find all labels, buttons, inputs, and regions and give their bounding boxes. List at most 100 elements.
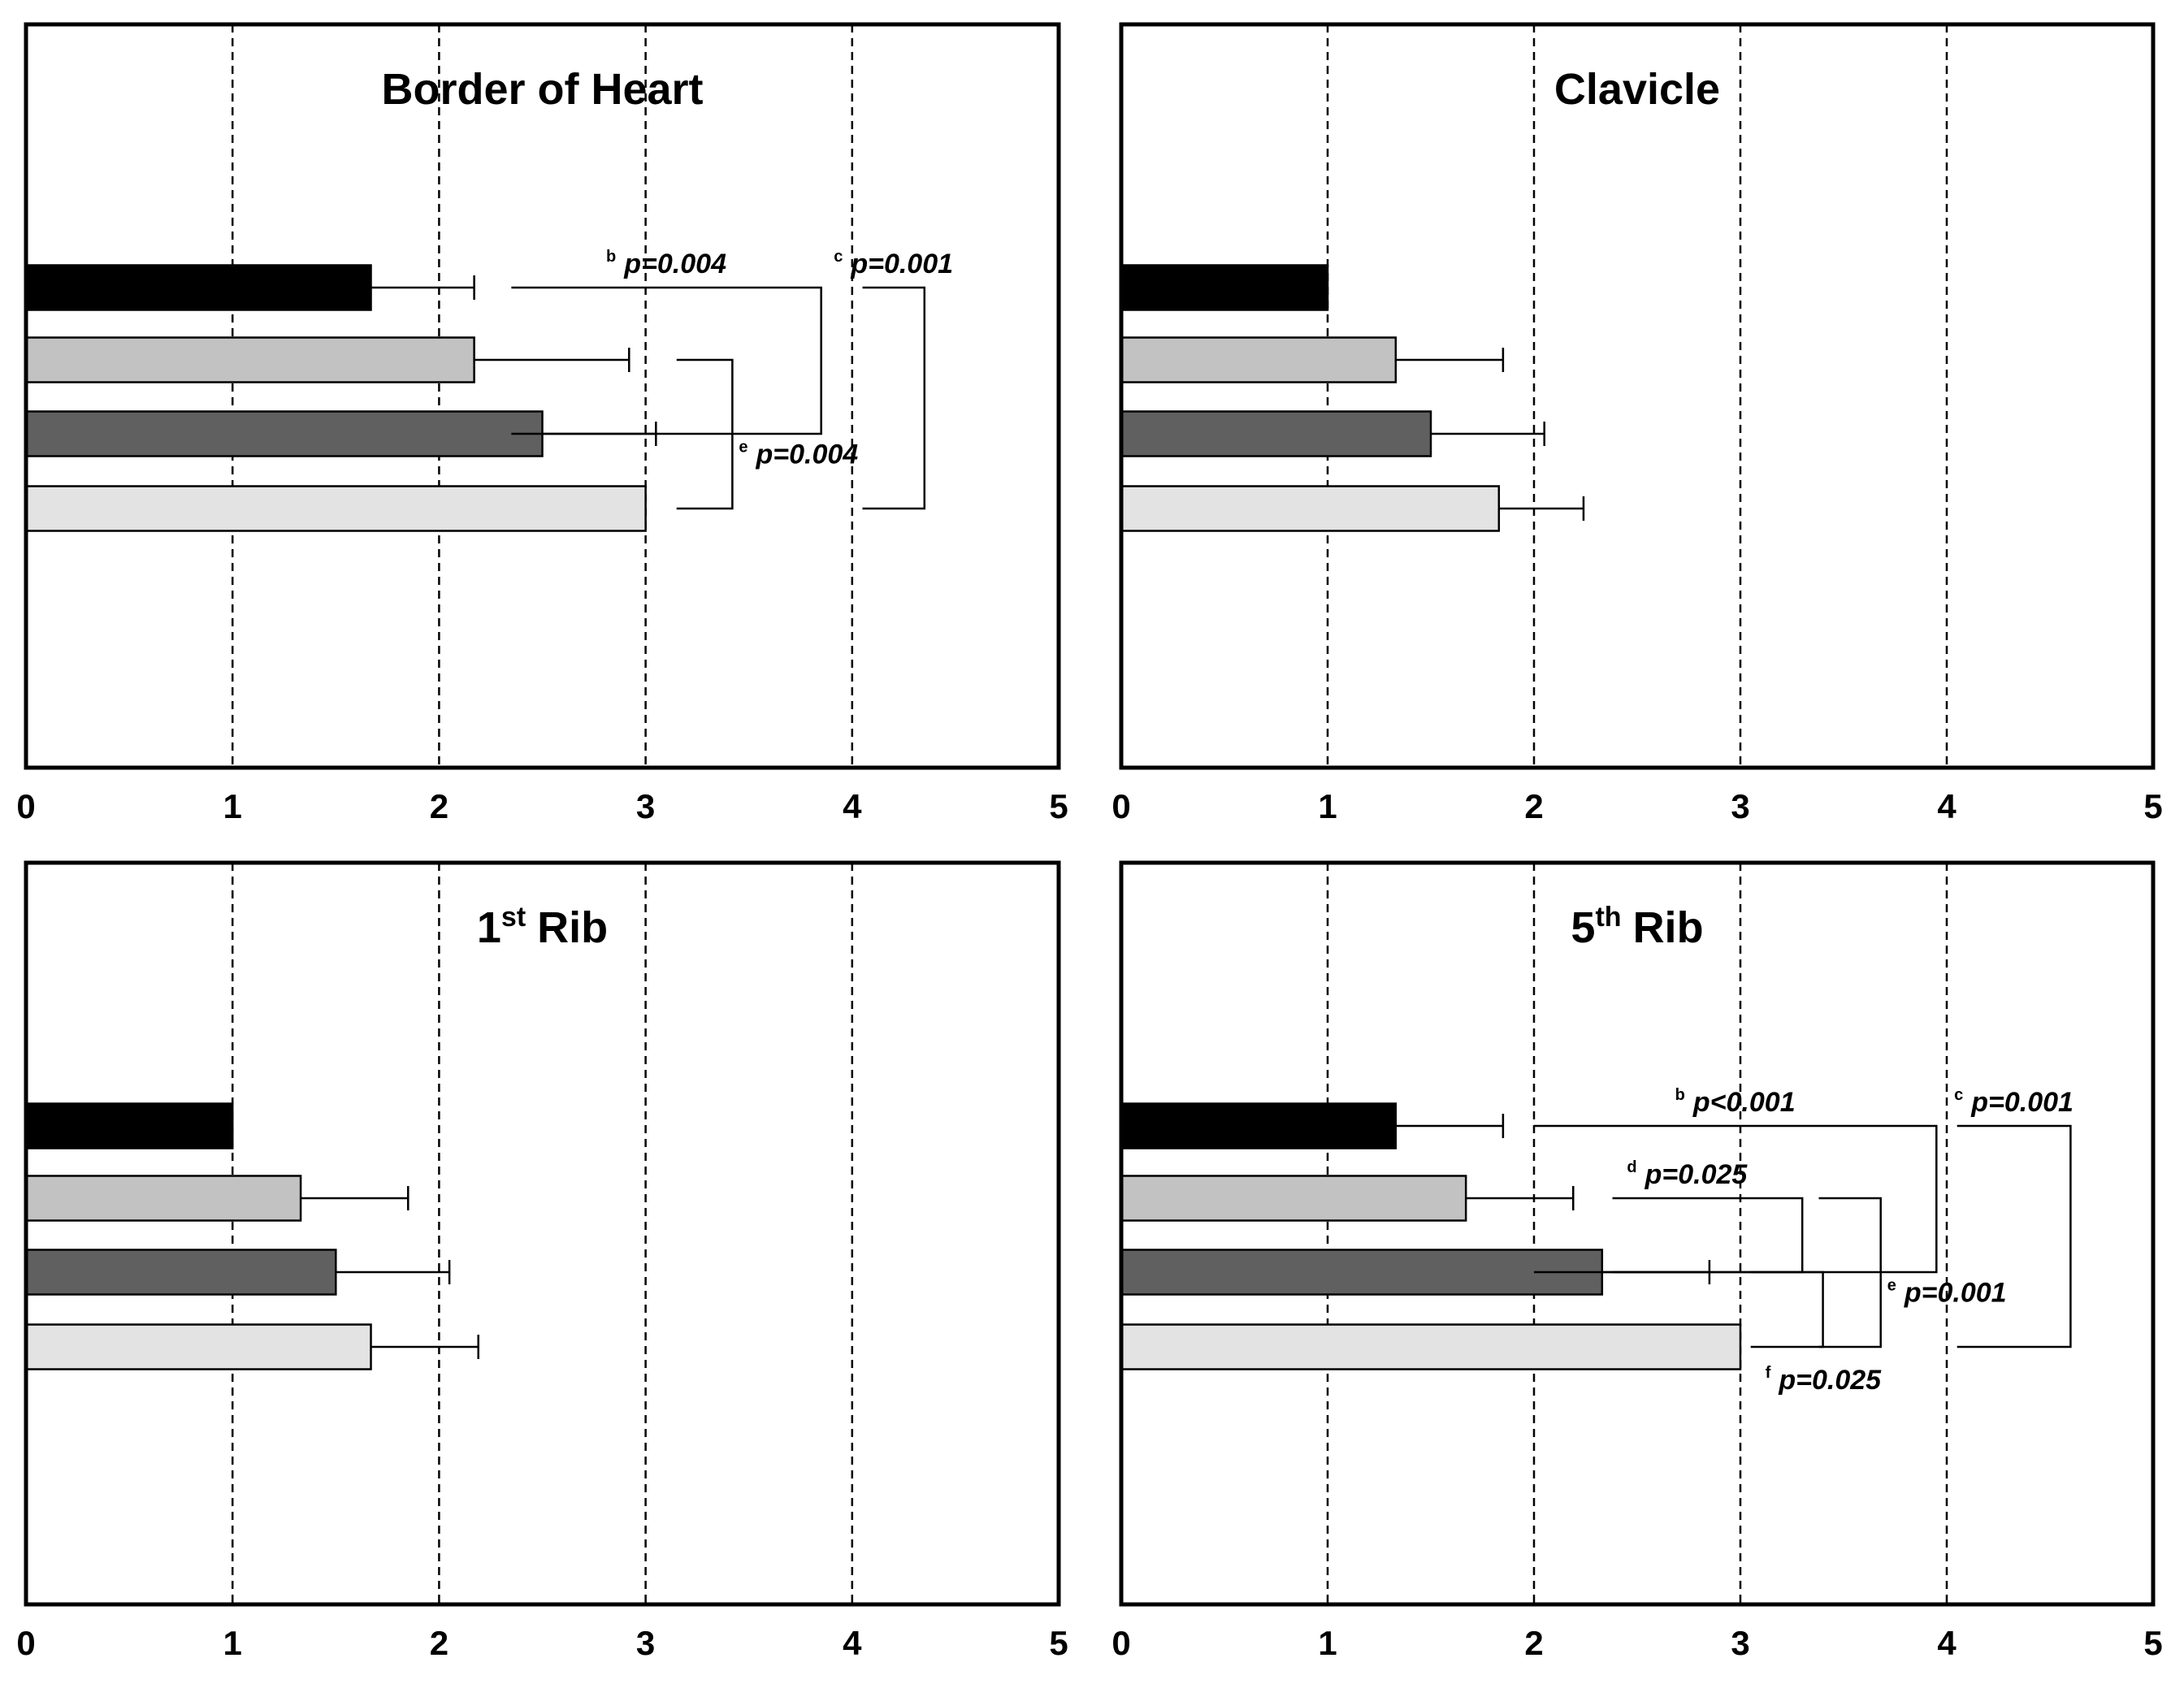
significance-bracket-c <box>862 286 926 510</box>
x-tick-label-5: 5 <box>2143 787 2162 825</box>
chart-title-main: Clavicle <box>1554 65 1720 114</box>
x-tick-label-4: 4 <box>843 1624 862 1662</box>
chart-title-main: Border of Heart <box>381 65 703 114</box>
significance-label-c: c p=0.001 <box>1954 1086 2074 1118</box>
x-tick-label-3: 3 <box>1731 787 1749 825</box>
significance-letter: e <box>1887 1277 1896 1295</box>
chart-title: 5th Rib <box>1571 902 1703 952</box>
chart-title-superscript: th <box>1595 902 1621 933</box>
significance-bracket-b <box>511 286 822 435</box>
error-bar-2 <box>1466 1186 1575 1210</box>
error-bar-2 <box>1395 348 1505 372</box>
x-tick-label-1: 1 <box>223 787 242 825</box>
significance-label-e: e p=0.001 <box>1887 1277 2007 1309</box>
x-tick-label-5: 5 <box>1049 1624 1068 1662</box>
significance-label-b: b p=0.004 <box>606 248 726 279</box>
x-tick-label-0: 0 <box>16 1624 35 1662</box>
error-bar-3 <box>1431 422 1545 446</box>
error-bar-1 <box>1395 1114 1505 1138</box>
chart-title-suffix: Rib <box>537 903 608 952</box>
bar-4 <box>1120 1323 1742 1370</box>
x-tick-label-1: 1 <box>1318 787 1337 825</box>
x-tick-label-3: 3 <box>1731 1624 1749 1662</box>
chart-title-main: 1 <box>477 903 501 952</box>
error-bar-3 <box>336 1260 451 1284</box>
significance-label-d: d p=0.025 <box>1627 1158 1748 1190</box>
bar-2 <box>24 1175 302 1222</box>
bar-4 <box>24 485 647 532</box>
chart-panel-2: Clavicle 0 1 2 3 4 5 <box>1112 22 2163 825</box>
bar-3 <box>1120 1249 1604 1296</box>
significance-p-value: p=0.001 <box>1970 1087 2074 1118</box>
plot-frame <box>24 22 1061 770</box>
significance-bracket-e <box>676 358 734 510</box>
bar-3 <box>1120 410 1432 457</box>
significance-letter: f <box>1766 1364 1771 1382</box>
x-tick-label-4: 4 <box>843 787 862 825</box>
x-tick-label-0: 0 <box>16 787 35 825</box>
significance-letter: c <box>834 248 843 266</box>
x-tick-label-3: 3 <box>636 787 655 825</box>
chart-title-main: 5 <box>1571 903 1595 952</box>
significance-bracket-d <box>1612 1197 1804 1274</box>
bar-2 <box>24 336 475 383</box>
significance-label-f: f p=0.025 <box>1766 1364 1882 1396</box>
error-bar-2 <box>474 348 630 372</box>
x-tick-label-0: 0 <box>1112 787 1130 825</box>
error-bar-1 <box>370 275 475 300</box>
significance-label-c: c p=0.001 <box>834 248 953 279</box>
x-tick-label-5: 5 <box>2143 1624 2162 1662</box>
significance-p-value: p=0.025 <box>1778 1365 1882 1396</box>
x-tick-label-2: 2 <box>1524 787 1543 825</box>
x-tick-label-5: 5 <box>1049 787 1068 825</box>
chart-title: Border of Heart <box>381 65 703 114</box>
significance-label-e: e p=0.004 <box>739 439 858 470</box>
x-tick-label-4: 4 <box>1937 1624 1956 1662</box>
significance-p-value: p=0.025 <box>1644 1159 1748 1190</box>
x-tick-label-4: 4 <box>1937 787 1956 825</box>
x-tick-label-1: 1 <box>1318 1624 1337 1662</box>
x-tick-label-0: 0 <box>1112 1624 1130 1662</box>
significance-letter: c <box>1954 1086 1963 1104</box>
x-tick-label-1: 1 <box>223 1624 242 1662</box>
chart-title-suffix: Rib <box>1633 903 1704 952</box>
significance-letter: d <box>1627 1158 1636 1176</box>
chart-panel-1: Border of Heart b p=0.004 c p=0.001 e p=0.004 0… <box>16 22 1068 825</box>
bar-2 <box>1120 1175 1467 1222</box>
bar-1 <box>1120 264 1329 311</box>
significance-bracket-f <box>1750 1271 1824 1348</box>
bar-4 <box>24 1323 372 1370</box>
significance-p-value: p<0.001 <box>1692 1087 1796 1118</box>
significance-bracket-e <box>1818 1197 1882 1348</box>
error-bar-4 <box>1498 496 1585 521</box>
x-tick-label-2: 2 <box>430 787 448 825</box>
bar-4 <box>1120 485 1501 532</box>
significance-p-value: p=0.004 <box>755 439 858 470</box>
chart-title-superscript: st <box>501 902 526 933</box>
bar-1 <box>24 264 372 311</box>
plot-frame <box>1119 860 2156 1607</box>
chart-title: 1st Rib <box>477 902 608 952</box>
chart-title: Clavicle <box>1554 65 1720 114</box>
significance-letter: e <box>739 439 748 457</box>
x-tick-label-2: 2 <box>430 1624 448 1662</box>
bar-1 <box>24 1102 234 1149</box>
x-tick-label-3: 3 <box>636 1624 655 1662</box>
significance-p-value: p=0.001 <box>1904 1278 2007 1309</box>
significance-bracket-c <box>1956 1124 2072 1348</box>
significance-p-value: p=0.001 <box>850 249 953 279</box>
significance-label-b: b p<0.001 <box>1675 1086 1796 1118</box>
bar-3 <box>24 1249 337 1296</box>
plot-frame <box>24 860 1061 1607</box>
bar-2 <box>1120 336 1398 383</box>
plot-frame <box>1119 22 2156 770</box>
bar-1 <box>1120 1102 1398 1149</box>
bar-3 <box>24 410 544 457</box>
x-tick-label-2: 2 <box>1524 1624 1543 1662</box>
significance-letter: b <box>606 248 616 266</box>
significance-letter: b <box>1675 1086 1685 1104</box>
error-bar-4 <box>370 1335 479 1359</box>
